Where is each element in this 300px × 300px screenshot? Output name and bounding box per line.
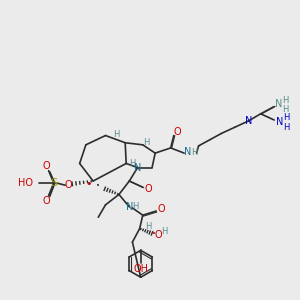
Text: O: O [43,196,50,206]
Text: OH: OH [133,264,148,274]
Text: O: O [154,230,162,240]
Text: H: H [282,96,289,105]
Text: N: N [244,116,252,126]
Text: HO: HO [18,178,33,188]
Text: N: N [184,147,191,157]
Text: H: H [145,222,151,231]
Text: H: H [143,138,149,147]
Text: O: O [43,160,50,170]
Text: O: O [173,128,181,137]
Text: •: • [96,183,100,189]
Text: •: • [86,179,92,189]
Text: H: H [161,227,168,236]
Text: H: H [113,130,119,139]
Text: O: O [144,184,152,194]
Text: N: N [126,202,133,212]
Text: N: N [276,117,283,127]
Text: H: H [284,123,290,132]
Text: O: O [64,180,72,190]
Text: S: S [50,178,57,188]
Text: H: H [284,113,290,122]
Text: O: O [158,204,165,214]
Text: H: H [132,202,139,211]
Text: H: H [191,148,198,157]
Text: N: N [134,163,141,172]
Text: N: N [274,100,282,110]
Text: H: H [129,159,136,168]
Text: •: • [152,231,156,237]
Text: H: H [282,105,289,114]
